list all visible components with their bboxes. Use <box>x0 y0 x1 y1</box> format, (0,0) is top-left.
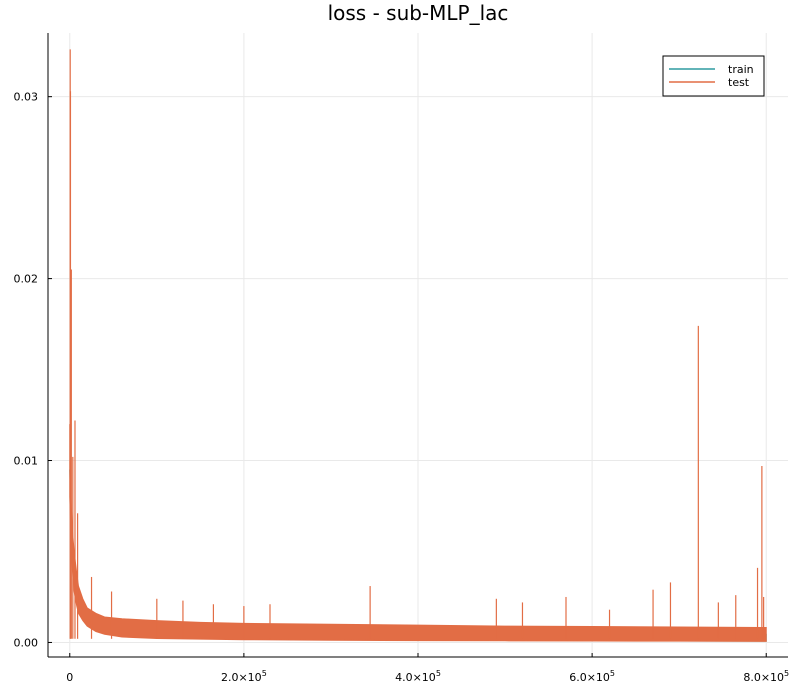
grid-layer <box>48 33 788 657</box>
series-band-test <box>69 424 767 642</box>
x-tick-label: 2.0×105 <box>221 669 267 684</box>
x-tick-label: 8.0×105 <box>743 669 789 684</box>
x-tick-label: 0 <box>66 671 73 684</box>
x-tick-label: 6.0×105 <box>569 669 615 684</box>
y-tick-label: 0.01 <box>14 455 39 468</box>
legend-label-test: test <box>728 76 750 89</box>
y-tick-label: 0.00 <box>14 636 39 649</box>
y-tick-label: 0.03 <box>14 91 39 104</box>
series-test <box>69 49 767 642</box>
chart-title: loss - sub-MLP_lac <box>328 1 509 25</box>
y-tick-label: 0.02 <box>14 273 39 286</box>
legend-box <box>662 55 765 97</box>
axis-layer: 0 2.0×105 4.0×105 6.0×105 8.0×105 0.00 0.01 0.0… <box>14 33 789 684</box>
x-tick-label: 4.0×105 <box>395 669 441 684</box>
legend-label-train: train <box>728 63 754 76</box>
series-layer <box>69 49 767 642</box>
